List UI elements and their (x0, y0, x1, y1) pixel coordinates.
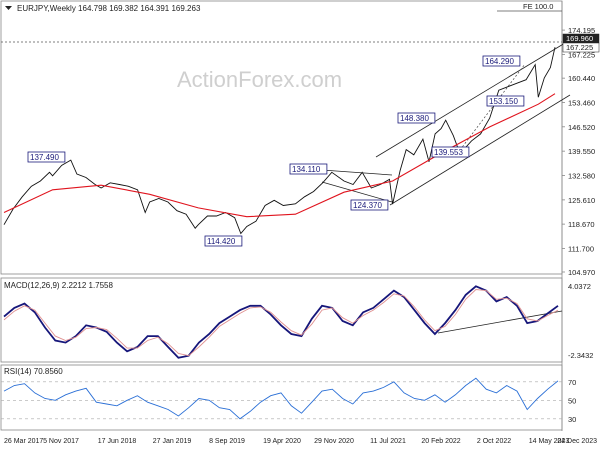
channel-middle-line (459, 63, 526, 151)
watermark: ActionForex.com (177, 67, 342, 92)
macd-panel-title: MACD(12,26,9) 2.2212 1.7558 (4, 281, 114, 290)
rsi-layer (1, 377, 562, 420)
price-tick-label: 132.580 (568, 172, 595, 181)
date-tick-label: 17 Jun 2018 (98, 438, 137, 445)
triangle-lower-line (321, 181, 393, 203)
date-tick-label: 14 May 2023 (529, 438, 570, 445)
date-tick-label: 24 Dec 2023 (557, 438, 597, 445)
date-tick-label: 20 Feb 2022 (421, 438, 460, 445)
rsi-line (3, 377, 559, 420)
date-tick-label: 5 Nov 2017 (43, 438, 79, 445)
rsi-panel-frame (0, 364, 563, 431)
price-tick-label: 111.700 (568, 244, 594, 253)
rsi-panel-title: RSI(14) 70.8560 (4, 367, 63, 376)
price-annotation-box (397, 112, 436, 124)
date-tick-label: 29 Nov 2020 (314, 438, 354, 445)
dropdown-arrow-icon[interactable] (5, 6, 12, 10)
macd-layer (3, 285, 559, 359)
price-annotation-label: 139.553 (434, 148, 463, 157)
price-tick-label: 139.550 (568, 147, 595, 156)
macd-panel-frame (0, 277, 563, 363)
date-tick-label: 11 Jul 2021 (370, 438, 406, 445)
macd-signal-line (3, 289, 559, 357)
price-annotation-box (350, 199, 389, 211)
date-tick-label: 8 Sep 2019 (209, 438, 245, 445)
macd-trendline (437, 310, 563, 334)
triangle-upper-line (321, 169, 393, 176)
date-tick-label: 2 Oct 2022 (477, 438, 511, 445)
price-panel-title: EURJPY,Weekly 164.798 169.382 164.391 16… (17, 4, 201, 13)
price-tick-label: 104.970 (568, 268, 595, 277)
price-tick-label: 118.670 (568, 220, 595, 229)
price-tick-label: 160.440 (568, 74, 595, 83)
price-tick-label: 174.195 (568, 26, 595, 35)
channel-upper-line (375, 39, 571, 158)
channel-lower-line (389, 94, 571, 206)
rsi-tick-label: 50 (568, 396, 576, 405)
price-tick-label: 153.460 (568, 99, 595, 108)
macd-tick-label: -2.3432 (568, 351, 593, 360)
price-annotation-label: 153.150 (489, 97, 518, 106)
current-price-box (562, 42, 600, 53)
price-annotation-label: 137.490 (30, 153, 59, 162)
price-annotation-label: 114.420 (207, 237, 236, 246)
price-annotation-box (289, 163, 328, 175)
price-layer (3, 47, 556, 235)
rsi-tick-label: 30 (568, 415, 576, 424)
date-tick-label: 19 Apr 2020 (263, 438, 301, 445)
price-annotation-box (27, 151, 66, 163)
price-annotation-box (204, 235, 243, 247)
price-tick-label: 167.225 (568, 50, 595, 59)
annotation-layer: 137.490 114.420 134.110 124.370 148.380 139.5… (27, 55, 525, 247)
price-series-line (3, 47, 556, 235)
axis-layer: 174.195 167.225 160.440 153.460 146.520 139.5… (4, 26, 600, 445)
price-annotation-box (431, 146, 470, 158)
price-tick-label: 125.610 (568, 196, 595, 205)
date-tick-label: 27 Jan 2019 (153, 438, 192, 445)
price-annotation-label: 124.370 (353, 201, 382, 210)
current-price-label: 169.960 (566, 34, 593, 43)
current-price-label: 167.225 (566, 43, 593, 52)
macd-tick-label: 4.0372 (568, 282, 591, 291)
price-tick-label: 146.520 (568, 123, 595, 132)
price-annotation-label: 134.110 (292, 165, 321, 174)
moving-average-line (3, 93, 556, 218)
price-annotation-box (482, 55, 521, 67)
date-tick-label: 26 Mar 2017 (4, 438, 43, 445)
price-annotation-label: 164.290 (485, 57, 514, 66)
price-annotation-box (486, 95, 525, 107)
rsi-tick-label: 70 (568, 378, 576, 387)
fib-level-label: FE 100.0 (523, 2, 553, 11)
price-annotation-label: 148.380 (400, 114, 429, 123)
